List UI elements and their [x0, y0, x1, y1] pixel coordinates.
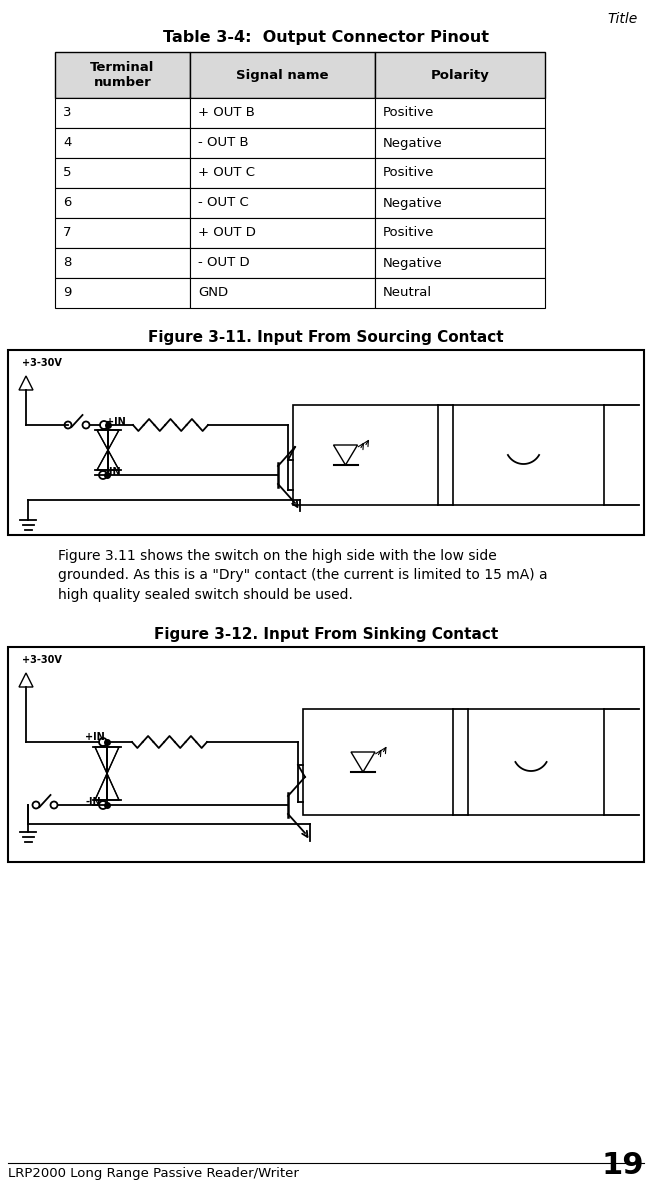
Bar — [375, 188, 545, 218]
Text: Positive: Positive — [383, 227, 434, 240]
Text: +3-30V: +3-30V — [22, 359, 62, 368]
Polygon shape — [95, 773, 119, 800]
Text: +IN: +IN — [106, 417, 126, 427]
Polygon shape — [19, 376, 33, 390]
Bar — [375, 278, 545, 308]
Text: Neutral: Neutral — [383, 287, 432, 300]
Polygon shape — [19, 673, 33, 687]
Bar — [190, 158, 375, 188]
Text: 19: 19 — [601, 1151, 644, 1180]
Text: + OUT D: + OUT D — [198, 227, 256, 240]
Text: +IN: +IN — [85, 733, 105, 742]
Text: Figure 3.11 shows the switch on the high side with the low side
grounded. As thi: Figure 3.11 shows the switch on the high… — [58, 549, 548, 602]
Polygon shape — [334, 445, 357, 465]
Text: Signal name: Signal name — [236, 68, 329, 82]
Bar — [375, 218, 545, 248]
Bar — [8, 647, 644, 862]
Bar — [190, 98, 375, 128]
Bar — [293, 405, 438, 505]
Text: 9: 9 — [63, 287, 71, 300]
Text: Table 3-4:  Output Connector Pinout: Table 3-4: Output Connector Pinout — [163, 30, 489, 46]
Text: Figure 3-12. Input From Sinking Contact: Figure 3-12. Input From Sinking Contact — [154, 627, 498, 641]
Bar — [375, 248, 545, 278]
Bar — [375, 128, 545, 158]
Text: -IN: -IN — [105, 466, 121, 477]
Bar — [55, 278, 190, 308]
Polygon shape — [97, 430, 119, 450]
Circle shape — [99, 801, 107, 809]
Text: Positive: Positive — [383, 167, 434, 180]
Bar — [190, 248, 375, 278]
Polygon shape — [351, 752, 375, 772]
Circle shape — [100, 421, 108, 429]
Text: 3: 3 — [63, 107, 72, 120]
Bar — [55, 188, 190, 218]
Text: +3-30V: +3-30V — [22, 655, 62, 665]
Text: -IN: -IN — [85, 797, 100, 807]
Text: + OUT B: + OUT B — [198, 107, 255, 120]
Bar — [8, 350, 644, 535]
Bar — [468, 709, 604, 815]
Text: 8: 8 — [63, 257, 71, 270]
Circle shape — [33, 801, 40, 808]
Bar — [190, 128, 375, 158]
Bar — [55, 218, 190, 248]
Text: 5: 5 — [63, 167, 72, 180]
Bar — [190, 218, 375, 248]
Text: Negative: Negative — [383, 197, 443, 210]
Circle shape — [83, 422, 89, 428]
Text: - OUT B: - OUT B — [198, 137, 248, 150]
Text: Terminal
number: Terminal number — [91, 61, 155, 89]
Text: 4: 4 — [63, 137, 71, 150]
Text: 6: 6 — [63, 197, 71, 210]
Text: 7: 7 — [63, 227, 72, 240]
Bar — [55, 98, 190, 128]
Bar — [55, 248, 190, 278]
Text: - OUT C: - OUT C — [198, 197, 249, 210]
Text: + OUT C: + OUT C — [198, 167, 255, 180]
Circle shape — [50, 801, 57, 808]
Bar — [190, 52, 375, 98]
Text: GND: GND — [198, 287, 228, 300]
Text: Negative: Negative — [383, 257, 443, 270]
Text: Title: Title — [608, 12, 638, 26]
Bar — [190, 278, 375, 308]
Bar — [453, 405, 604, 505]
Bar — [375, 52, 545, 98]
Text: Figure 3-11. Input From Sourcing Contact: Figure 3-11. Input From Sourcing Contact — [148, 330, 504, 345]
Text: LRP2000 Long Range Passive Reader/Writer: LRP2000 Long Range Passive Reader/Writer — [8, 1167, 299, 1180]
Bar — [375, 98, 545, 128]
Circle shape — [99, 471, 107, 478]
Bar — [55, 52, 190, 98]
Text: Negative: Negative — [383, 137, 443, 150]
Text: Polarity: Polarity — [430, 68, 490, 82]
Text: - OUT D: - OUT D — [198, 257, 250, 270]
Bar — [303, 709, 453, 815]
Circle shape — [99, 739, 107, 746]
Circle shape — [65, 422, 72, 428]
Bar — [55, 128, 190, 158]
Polygon shape — [95, 747, 119, 773]
Text: Positive: Positive — [383, 107, 434, 120]
Bar — [55, 158, 190, 188]
Bar — [375, 158, 545, 188]
Polygon shape — [97, 450, 119, 470]
Bar — [190, 188, 375, 218]
